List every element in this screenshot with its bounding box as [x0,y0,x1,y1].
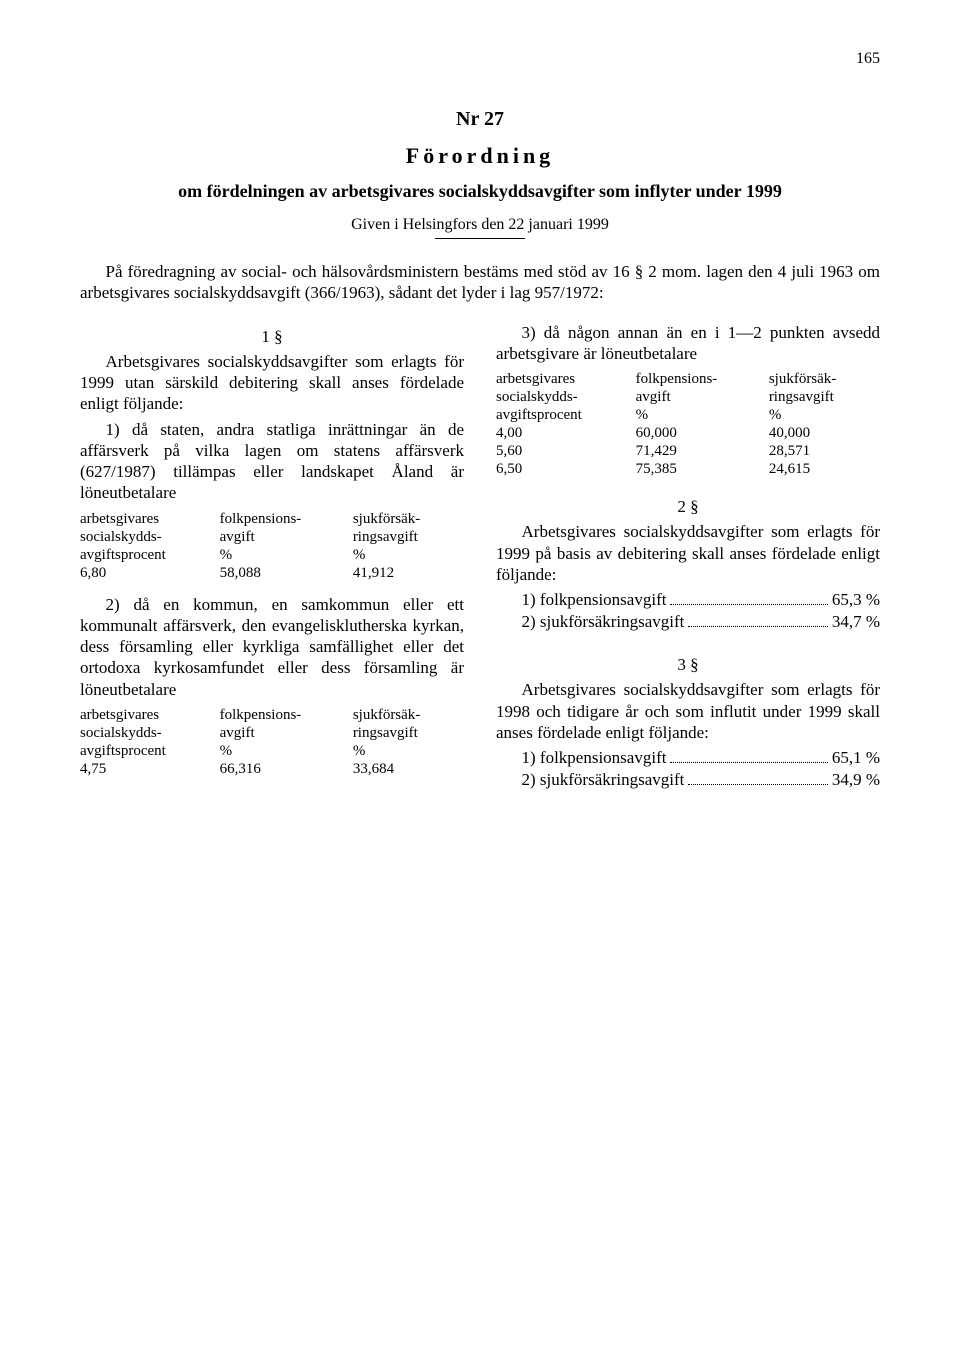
table-header: folkpensions- [220,706,353,724]
table-header: arbetsgivares [80,510,220,528]
section-1-item-1: 1) då staten, andra statliga inrättninga… [80,419,464,504]
table-row: socialskydds- avgift ringsavgift [80,724,464,742]
table-cell: 41,912 [353,564,464,582]
doc-given: Given i Helsingfors den 22 januari 1999 [80,216,880,234]
line-label: 2) sjukförsäkringsavgift [522,611,685,632]
page-number: 165 [80,50,880,68]
table-row: 5,60 71,429 28,571 [496,442,880,460]
table-header: socialskydds- [80,724,220,742]
dot-leader [670,589,827,605]
section-2-line-2: 2) sjukförsäkringsavgift 34,7 % [496,611,880,633]
table-cell: 5,60 [496,442,636,460]
table-2: arbetsgivares folkpensions- sjukförsäk- … [80,706,464,778]
table-header: % [220,546,353,564]
table-cell: 6,80 [80,564,220,582]
table-cell: 58,088 [220,564,353,582]
table-header: folkpensions- [220,510,353,528]
table-3: arbetsgivares folkpensions- sjukförsäk- … [496,370,880,478]
table-header: socialskydds- [496,388,636,406]
table-header: socialskydds- [80,528,220,546]
table-row: arbetsgivares folkpensions- sjukförsäk- [496,370,880,388]
table-cell: 75,385 [636,460,769,478]
line-label: 1) folkpensionsavgift [522,747,667,768]
line-value: 65,3 % [832,589,880,610]
section-1-intro: Arbetsgivares socialskyddsavgifter som e… [80,351,464,415]
dot-leader [688,611,827,627]
section-2-line-1: 1) folkpensionsavgift 65,3 % [496,589,880,611]
table-header: avgift [220,528,353,546]
section-2-intro: Arbetsgivares socialskyddsavgifter som e… [496,521,880,585]
table-cell: 6,50 [496,460,636,478]
table-row: socialskydds- avgift ringsavgift [80,528,464,546]
table-cell: 60,000 [636,424,769,442]
dot-leader [670,747,827,763]
table-header: sjukförsäk- [353,510,464,528]
divider [435,238,525,239]
table-header: avgiftsprocent [80,546,220,564]
table-header: % [220,742,353,760]
table-row: 6,80 58,088 41,912 [80,564,464,582]
section-3-intro: Arbetsgivares socialskyddsavgifter som e… [496,679,880,743]
document-page: 165 Nr 27 Förordning om fördelningen av … [0,0,960,850]
doc-title: om fördelningen av arbetsgivares socials… [80,181,880,202]
table-header: sjukförsäk- [353,706,464,724]
dot-leader [688,769,827,785]
table-header: ringsavgift [353,724,464,742]
table-header: avgiftsprocent [496,406,636,424]
table-header: sjukförsäk- [769,370,880,388]
table-cell: 28,571 [769,442,880,460]
table-header: avgift [636,388,769,406]
table-1: arbetsgivares folkpensions- sjukförsäk- … [80,510,464,582]
line-label: 2) sjukförsäkringsavgift [522,769,685,790]
table-header: % [769,406,880,424]
table-header: avgift [220,724,353,742]
section-1-item-2: 2) då en kommun, en samkommun eller ett … [80,594,464,700]
table-cell: 71,429 [636,442,769,460]
table-header: ringsavgift [769,388,880,406]
section-3-line-2: 2) sjukförsäkringsavgift 34,9 % [496,769,880,791]
preamble: På föredragning av social- och hälsovård… [80,261,880,304]
table-cell: 4,75 [80,760,220,778]
table-header: arbetsgivares [80,706,220,724]
body-columns: 1 § Arbetsgivares socialskyddsavgifter s… [80,322,880,791]
left-column: 1 § Arbetsgivares socialskyddsavgifter s… [80,322,464,791]
table-header: avgiftsprocent [80,742,220,760]
table-header: % [353,546,464,564]
line-value: 65,1 % [832,747,880,768]
table-row: avgiftsprocent % % [80,742,464,760]
table-row: avgiftsprocent % % [496,406,880,424]
section-3-heading: 3 § [496,654,880,675]
table-row: 4,00 60,000 40,000 [496,424,880,442]
section-1-heading: 1 § [80,326,464,347]
table-cell: 66,316 [220,760,353,778]
doc-type: Förordning [80,143,880,169]
table-cell: 33,684 [353,760,464,778]
table-row: 6,50 75,385 24,615 [496,460,880,478]
line-value: 34,9 % [832,769,880,790]
table-header: % [636,406,769,424]
table-cell: 24,615 [769,460,880,478]
table-row: arbetsgivares folkpensions- sjukförsäk- [80,510,464,528]
table-row: socialskydds- avgift ringsavgift [496,388,880,406]
table-cell: 40,000 [769,424,880,442]
section-2-heading: 2 § [496,496,880,517]
line-label: 1) folkpensionsavgift [522,589,667,610]
table-row: arbetsgivares folkpensions- sjukförsäk- [80,706,464,724]
right-column: 3) då någon annan än en i 1—2 punkten av… [496,322,880,791]
section-3-line-1: 1) folkpensionsavgift 65,1 % [496,747,880,769]
table-header: % [353,742,464,760]
line-value: 34,7 % [832,611,880,632]
table-header: folkpensions- [636,370,769,388]
table-cell: 4,00 [496,424,636,442]
doc-number: Nr 27 [80,108,880,131]
section-1-item-3: 3) då någon annan än en i 1—2 punkten av… [496,322,880,365]
table-row: 4,75 66,316 33,684 [80,760,464,778]
table-header: ringsavgift [353,528,464,546]
table-row: avgiftsprocent % % [80,546,464,564]
table-header: arbetsgivares [496,370,636,388]
